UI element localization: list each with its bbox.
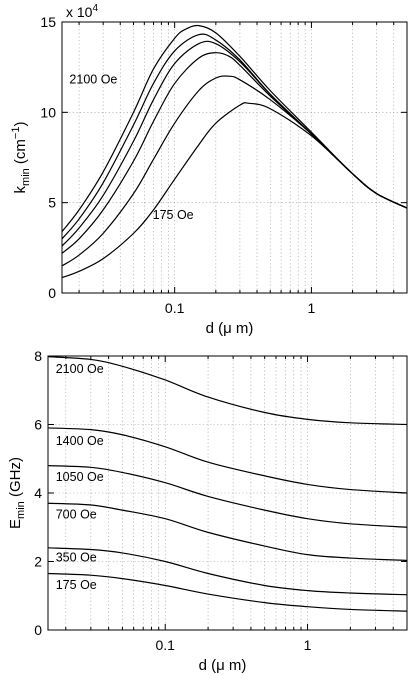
x-axis-label: d (μ m)	[199, 657, 247, 674]
y-tick-label: 6	[34, 417, 42, 433]
y-tick-label: 4	[34, 485, 42, 501]
curve-annotation: 2100 Oe	[69, 72, 117, 86]
series-line-5	[47, 547, 408, 596]
y-tick-label: 0	[34, 622, 42, 638]
curve-annotation: 1050 Oe	[56, 470, 104, 484]
curve-annotation: 175 Oe	[153, 208, 194, 222]
y-exponent-label: x 104	[66, 3, 98, 20]
y-axis-label: Emin (GHz)	[7, 457, 27, 529]
curve-annotation: 350 Oe	[56, 551, 97, 565]
series-line-2	[61, 33, 408, 240]
y-tick-label: 5	[48, 195, 56, 211]
y-axis-label: kmin (cm−1)	[10, 122, 32, 194]
x-tick-label: 1	[308, 300, 316, 316]
series-line-5	[61, 75, 408, 267]
x-tick-label: 1	[304, 637, 312, 653]
x-tick-label: 0.1	[165, 300, 185, 316]
series-line-2	[47, 427, 408, 494]
series-line-6	[61, 102, 408, 279]
curve-annotation: 1400 Oe	[56, 434, 104, 448]
x-tick-label: 0.1	[156, 637, 176, 653]
curve-annotation: 700 Oe	[56, 508, 97, 522]
curve-annotation: 175 Oe	[56, 578, 97, 592]
bottom-chart: 0.1 1 0 2 4 6 8 2100 Oe 1400 Oe 1050 Oe 700 Oe 350 …	[7, 348, 408, 674]
plot-frame	[47, 355, 408, 631]
y-tick-label: 2	[34, 554, 42, 570]
y-tick-label: 8	[34, 348, 42, 364]
y-tick-label: 10	[40, 104, 56, 120]
series-line-4	[47, 502, 408, 562]
curve-annotation: 2100 Oe	[56, 362, 104, 376]
series-line-6	[47, 572, 408, 612]
y-tick-label: 15	[40, 14, 56, 30]
plot-frame	[61, 21, 408, 294]
y-tick-label: 0	[48, 285, 56, 301]
series-line-1	[47, 356, 408, 426]
x-axis-label: d (μ m)	[206, 320, 254, 337]
series-line-3	[47, 465, 408, 528]
